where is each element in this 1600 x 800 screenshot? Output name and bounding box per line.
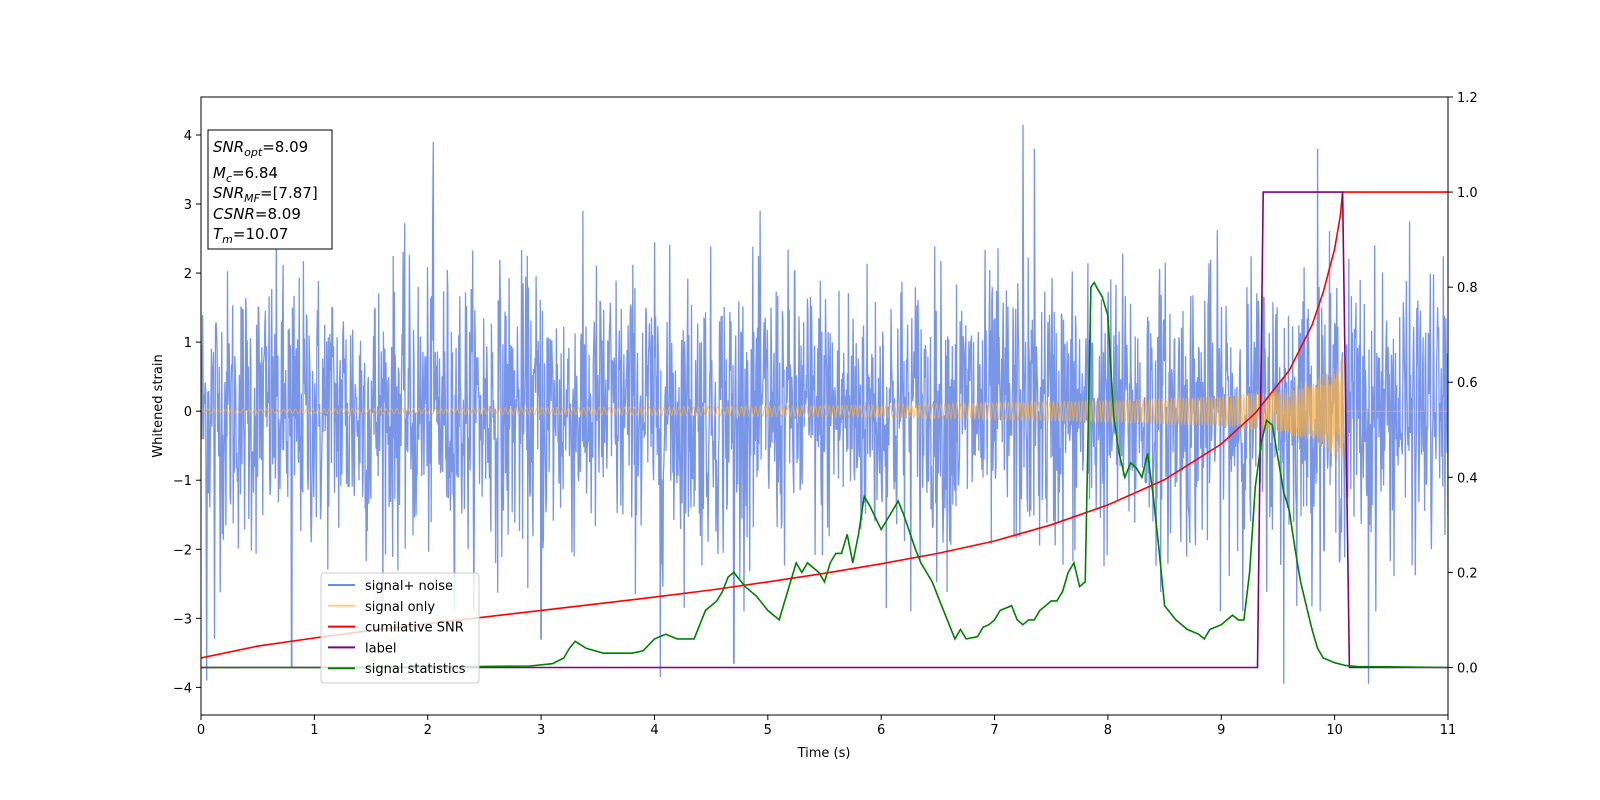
x-tick-label: 10 bbox=[1326, 723, 1343, 738]
series-line-label bbox=[201, 191, 1448, 669]
y-tick-label: −4 bbox=[173, 681, 192, 696]
x-axis-label: Time (s) bbox=[797, 746, 851, 761]
annotation-line: CSNR=8.09 bbox=[213, 205, 301, 223]
legend-frame bbox=[320, 572, 480, 684]
y-tick-label: −2 bbox=[173, 543, 192, 558]
y2-tick-label: 0.0 bbox=[1457, 661, 1478, 676]
x-tick-label: 5 bbox=[764, 723, 772, 738]
x-tick-label: 3 bbox=[537, 723, 545, 738]
x-tick-label: 2 bbox=[424, 723, 432, 738]
y-tick-label: 0 bbox=[184, 405, 192, 420]
x-tick-label: 6 bbox=[877, 723, 885, 738]
y-tick-label: 2 bbox=[184, 267, 192, 282]
y-tick-label: −1 bbox=[173, 474, 192, 489]
annotation-frame bbox=[207, 129, 333, 250]
x-tick-label: 1 bbox=[310, 723, 318, 738]
x-tick-label: 9 bbox=[1217, 723, 1225, 738]
y2-tick-label: 0.2 bbox=[1457, 566, 1478, 581]
y-axis-label: Whitened strain bbox=[151, 354, 166, 457]
series-line-signal-noise bbox=[201, 124, 1448, 684]
legend-label: signal+ noise bbox=[365, 579, 453, 594]
y2-tick-label: 1.2 bbox=[1457, 91, 1478, 106]
x-tick-label: 7 bbox=[990, 723, 998, 738]
y2-axis-ticks: 0.0 0.2 0.4 0.6 0.8 1.0 1.2 bbox=[1448, 91, 1478, 676]
y-axis-ticks: −4 −3 −2 −1 0 1 2 3 4 bbox=[173, 129, 201, 696]
series-line-signal-statistics bbox=[201, 280, 1448, 669]
y2-tick-label: 0.4 bbox=[1457, 471, 1478, 486]
legend-label: signal statistics bbox=[365, 662, 466, 677]
y-tick-label: 3 bbox=[184, 198, 192, 213]
legend-label: signal only bbox=[365, 600, 435, 615]
y2-tick-label: 1.0 bbox=[1457, 186, 1478, 201]
y-tick-label: −3 bbox=[173, 612, 192, 627]
y-tick-label: 1 bbox=[184, 336, 192, 351]
legend-label: cumilative SNR bbox=[365, 621, 464, 636]
x-tick-label: 0 bbox=[197, 723, 205, 738]
x-tick-label: 11 bbox=[1440, 723, 1457, 738]
legend-label: label bbox=[365, 641, 396, 656]
x-tick-label: 8 bbox=[1104, 723, 1112, 738]
y2-tick-label: 0.8 bbox=[1457, 281, 1478, 296]
annotation-line: Mc=6.84 bbox=[213, 164, 278, 185]
x-tick-label: 4 bbox=[650, 723, 658, 738]
y-tick-label: 4 bbox=[184, 129, 192, 144]
annotation-line: SNRMF=[7.87] bbox=[213, 184, 318, 205]
annotation-line: SNRopt=8.09 bbox=[213, 138, 308, 159]
legend: signal+ noise signal only cumilative SNR la… bbox=[320, 572, 480, 684]
x-axis-ticks: 0 1 2 3 4 5 6 7 8 9 10 11 bbox=[197, 715, 1456, 738]
y2-tick-label: 0.6 bbox=[1457, 376, 1478, 391]
annotation-line: Tm=10.07 bbox=[213, 225, 288, 246]
plot-frame bbox=[200, 96, 1449, 716]
